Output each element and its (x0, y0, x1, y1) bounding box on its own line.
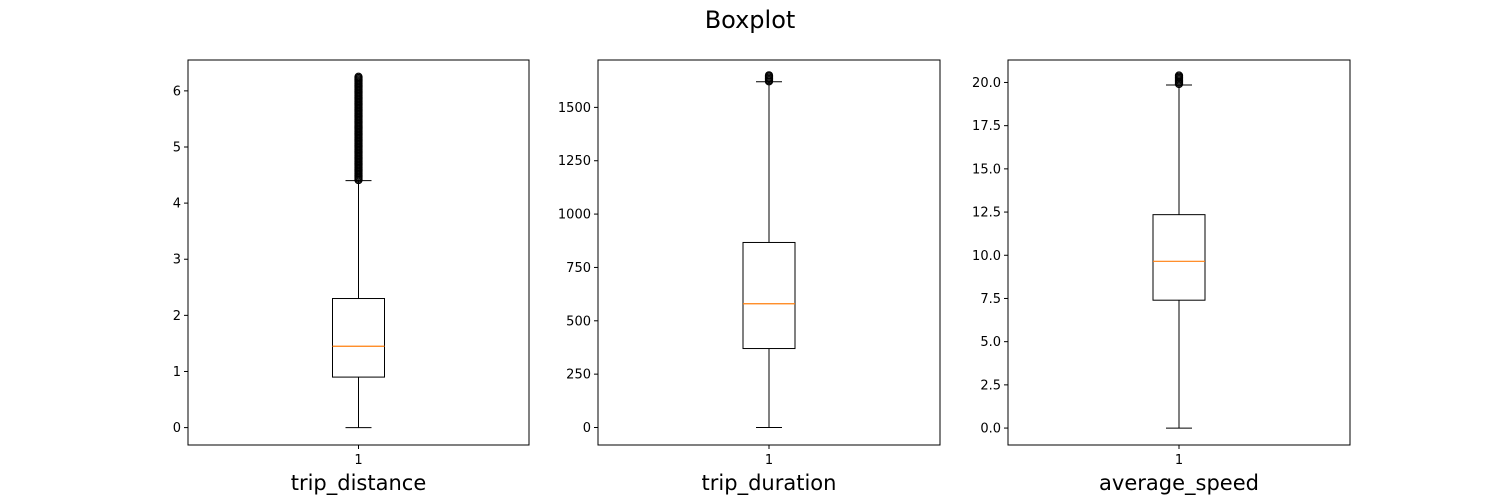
x-axis-label: trip_duration (702, 471, 837, 496)
y-tick-label: 15.0 (972, 162, 1001, 177)
y-tick-label: 1000 (558, 208, 591, 223)
y-tick-label: 20.0 (972, 76, 1001, 91)
subplot-trip_distance: 0 1 2 3 4 5 6 1 trip_distance (173, 59, 530, 496)
y-tick-label: 5 (173, 140, 181, 155)
y-tick-label: 2.5 (980, 378, 1001, 393)
y-tick-label: 12.5 (972, 206, 1001, 221)
outlier-point (764, 77, 774, 86)
x-tick-label: 1 (354, 453, 362, 468)
y-tick-label: 3 (173, 253, 181, 268)
x-tick-label: 1 (765, 453, 773, 468)
outliers (354, 72, 363, 185)
outliers (764, 71, 774, 86)
subplot-average_speed: 0.0 2.5 5.0 7.5 10.0 12.5 15.0 17.5 20.0 1 average… (972, 59, 1351, 496)
y-tick-label: 6 (173, 84, 181, 99)
y-tick-label: 5.0 (980, 335, 1001, 350)
x-axis-label: average_speed (1099, 471, 1259, 496)
y-tick-label: 17.5 (972, 119, 1001, 134)
y-tick-label: 2 (173, 309, 181, 324)
y-tick-label: 10.0 (972, 249, 1001, 264)
y-tick-label: 1250 (558, 154, 591, 169)
figure-title: Boxplot (704, 6, 796, 34)
y-tick-label: 0 (583, 421, 591, 436)
y-tick-label: 1500 (558, 101, 591, 116)
y-tick-label: 7.5 (980, 292, 1001, 307)
y-tick-label: 0 (173, 421, 181, 436)
iqr-box (1152, 214, 1206, 301)
iqr-box (742, 241, 796, 350)
x-axis-label: trip_distance (291, 471, 427, 496)
y-tick-label: 4 (173, 197, 181, 212)
y-tick-label: 750 (566, 261, 591, 276)
outlier-point (354, 175, 363, 185)
x-tick-label: 1 (1175, 453, 1183, 468)
outliers (1174, 71, 1184, 89)
y-tick-label: 1 (173, 365, 181, 380)
y-tick-label: 500 (566, 314, 591, 329)
y-tick-label: 250 (566, 368, 591, 383)
iqr-box (332, 298, 385, 378)
outlier-point (1174, 79, 1184, 89)
y-tick-label: 0.0 (980, 422, 1001, 437)
subplot-trip_duration: 0 250 500 750 1000 1250 1500 1 trip_duration (558, 59, 941, 496)
